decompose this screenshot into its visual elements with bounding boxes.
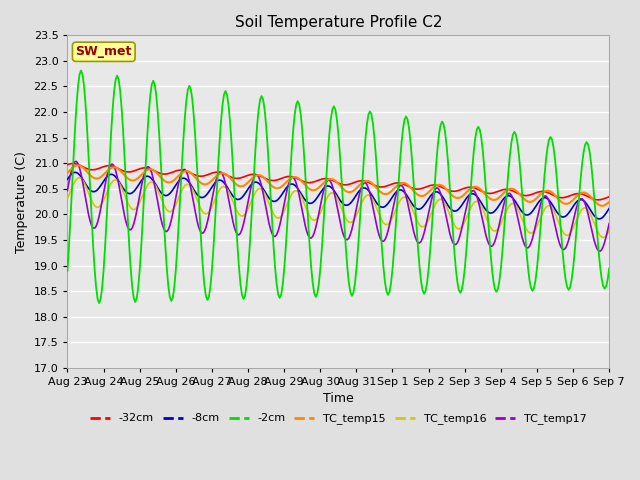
TC_temp15 bbox=[374, 186, 381, 192]
-32cm bbox=[374, 183, 381, 189]
-2cm bbox=[168, 298, 175, 304]
-2cm bbox=[375, 200, 383, 205]
TC_temp15 bbox=[404, 182, 412, 188]
TC_temp16 bbox=[404, 196, 412, 202]
-8cm bbox=[374, 201, 381, 207]
Title: Soil Temperature Profile C2: Soil Temperature Profile C2 bbox=[235, 15, 442, 30]
-8cm bbox=[392, 190, 399, 195]
TC_temp15 bbox=[392, 184, 399, 190]
TC_temp17 bbox=[541, 193, 548, 199]
TC_temp15 bbox=[63, 170, 71, 176]
Line: -32cm: -32cm bbox=[67, 164, 609, 200]
-2cm bbox=[605, 265, 613, 271]
-2cm bbox=[95, 300, 103, 306]
-32cm bbox=[392, 180, 399, 186]
TC_temp16 bbox=[392, 208, 399, 214]
TC_temp15 bbox=[598, 203, 605, 209]
Line: -8cm: -8cm bbox=[67, 172, 609, 219]
TC_temp17 bbox=[404, 200, 412, 205]
TC_temp16 bbox=[599, 235, 607, 240]
TC_temp16 bbox=[76, 175, 83, 180]
-32cm bbox=[70, 161, 77, 167]
-8cm bbox=[80, 179, 88, 184]
-2cm bbox=[393, 204, 401, 209]
TC_temp15 bbox=[541, 189, 548, 194]
TC_temp17 bbox=[596, 248, 604, 254]
Line: TC_temp16: TC_temp16 bbox=[67, 178, 609, 238]
TC_temp17 bbox=[166, 223, 173, 228]
-2cm bbox=[542, 157, 550, 163]
TC_temp15 bbox=[605, 199, 613, 205]
-2cm bbox=[63, 268, 71, 274]
-32cm bbox=[541, 189, 548, 194]
TC_temp17 bbox=[392, 194, 399, 200]
-8cm bbox=[63, 177, 71, 182]
TC_temp16 bbox=[166, 209, 173, 215]
-8cm bbox=[595, 216, 602, 222]
TC_temp16 bbox=[80, 180, 88, 185]
-8cm bbox=[605, 205, 613, 211]
-32cm bbox=[595, 197, 602, 203]
TC_temp15 bbox=[80, 166, 88, 171]
-32cm bbox=[80, 165, 88, 170]
Y-axis label: Temperature (C): Temperature (C) bbox=[15, 151, 28, 252]
Line: TC_temp17: TC_temp17 bbox=[67, 161, 609, 251]
-2cm bbox=[405, 125, 413, 131]
-32cm bbox=[63, 162, 71, 168]
TC_temp17 bbox=[374, 227, 381, 232]
TC_temp17 bbox=[63, 188, 71, 193]
Line: TC_temp15: TC_temp15 bbox=[67, 165, 609, 206]
-32cm bbox=[404, 183, 412, 189]
Text: SW_met: SW_met bbox=[76, 45, 132, 58]
X-axis label: Time: Time bbox=[323, 393, 354, 406]
-8cm bbox=[541, 195, 548, 201]
TC_temp16 bbox=[374, 207, 381, 213]
TC_temp17 bbox=[73, 158, 81, 164]
-8cm bbox=[404, 193, 412, 199]
-8cm bbox=[166, 191, 173, 196]
-32cm bbox=[166, 170, 173, 176]
-2cm bbox=[77, 68, 85, 73]
TC_temp16 bbox=[63, 195, 71, 201]
-32cm bbox=[605, 194, 613, 200]
Legend: -32cm, -8cm, -2cm, TC_temp15, TC_temp16, TC_temp17: -32cm, -8cm, -2cm, TC_temp15, TC_temp16,… bbox=[85, 409, 591, 429]
TC_temp16 bbox=[605, 228, 613, 233]
TC_temp16 bbox=[541, 206, 548, 212]
TC_temp17 bbox=[605, 221, 613, 227]
-8cm bbox=[71, 169, 79, 175]
TC_temp15 bbox=[166, 180, 173, 185]
TC_temp17 bbox=[80, 187, 88, 192]
Line: -2cm: -2cm bbox=[67, 71, 609, 303]
-2cm bbox=[80, 83, 88, 88]
TC_temp15 bbox=[74, 162, 82, 168]
